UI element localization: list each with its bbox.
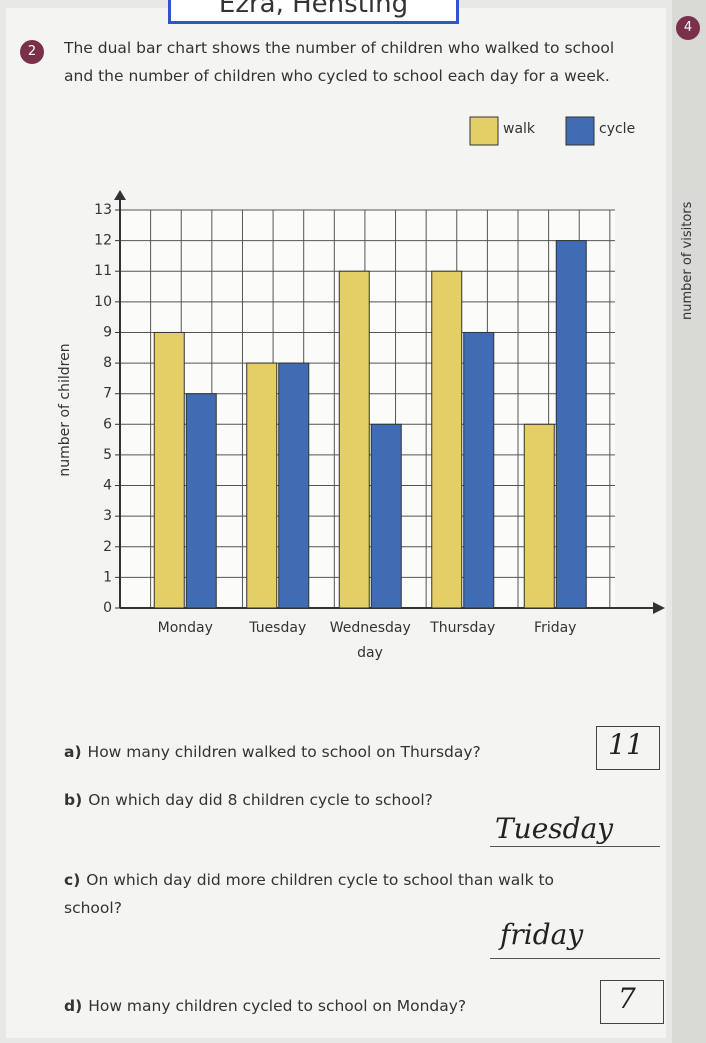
x-tick-label: Wednesday xyxy=(330,620,411,636)
answer-a: 11 xyxy=(608,728,644,761)
y-tick-label: 11 xyxy=(94,263,112,279)
y-tick-label: 5 xyxy=(103,447,112,463)
y-tick-label: 13 xyxy=(94,202,112,218)
bar xyxy=(186,394,216,608)
question-text: How many children cycled to school on Mo… xyxy=(88,997,466,1015)
y-tick-label: 12 xyxy=(94,233,112,249)
legend-label: walk xyxy=(503,121,536,137)
question-letter: a) xyxy=(64,743,82,761)
y-tick-label: 4 xyxy=(103,478,112,494)
x-tick-label: Thursday xyxy=(429,620,495,636)
y-tick-label: 6 xyxy=(103,416,112,432)
y-tick-label: 3 xyxy=(103,508,112,524)
question-c: c)On which day did more children cycle t… xyxy=(64,866,584,922)
y-axis-arrow xyxy=(114,190,126,200)
question-a: a) How many children walked to school on … xyxy=(64,738,604,766)
answer-b: Tuesday xyxy=(495,812,613,845)
bar xyxy=(524,424,554,608)
bar xyxy=(371,424,401,608)
question-d: d) How many children cycled to school on … xyxy=(64,992,604,1020)
question-text: On which day did 8 children cycle to sch… xyxy=(88,791,433,809)
bar xyxy=(556,241,586,608)
question-text: On which day did more children cycle to … xyxy=(64,871,554,917)
question-b: b) On which day did 8 children cycle to s… xyxy=(64,786,604,814)
x-tick-label: Monday xyxy=(158,620,213,636)
legend-label: cycle xyxy=(599,121,635,137)
answer-c: friday xyxy=(500,918,583,951)
y-tick-label: 2 xyxy=(103,539,112,555)
answer-line xyxy=(490,846,660,847)
question-letter: b) xyxy=(64,791,82,809)
x-tick-label: Friday xyxy=(534,620,576,636)
bar xyxy=(464,332,494,608)
y-tick-label: 1 xyxy=(103,569,112,585)
worksheet-page: 4 number of visitors Ezra, Hensting 2 Th… xyxy=(0,0,706,1043)
x-axis-arrow xyxy=(653,602,665,614)
y-tick-label: 10 xyxy=(94,294,112,310)
bar xyxy=(432,271,462,608)
legend-swatch xyxy=(566,117,594,145)
bar xyxy=(279,363,309,608)
legend-swatch xyxy=(470,117,498,145)
question-text: How many children walked to school on Th… xyxy=(88,743,481,761)
bar xyxy=(154,332,184,608)
y-axis-label: number of children xyxy=(57,343,73,476)
answer-d: 7 xyxy=(618,982,636,1015)
bar xyxy=(339,271,369,608)
question-letter: d) xyxy=(64,997,82,1015)
chart: number of children day 01234567891011121… xyxy=(0,0,706,700)
y-tick-label: 9 xyxy=(103,324,112,340)
question-letter: c) xyxy=(64,871,80,889)
y-tick-label: 8 xyxy=(103,355,112,371)
x-axis-label: day xyxy=(357,645,383,661)
y-tick-label: 0 xyxy=(103,600,112,616)
x-tick-label: Tuesday xyxy=(248,620,306,636)
bar xyxy=(247,363,277,608)
answer-line xyxy=(490,958,660,959)
y-tick-label: 7 xyxy=(103,386,112,402)
